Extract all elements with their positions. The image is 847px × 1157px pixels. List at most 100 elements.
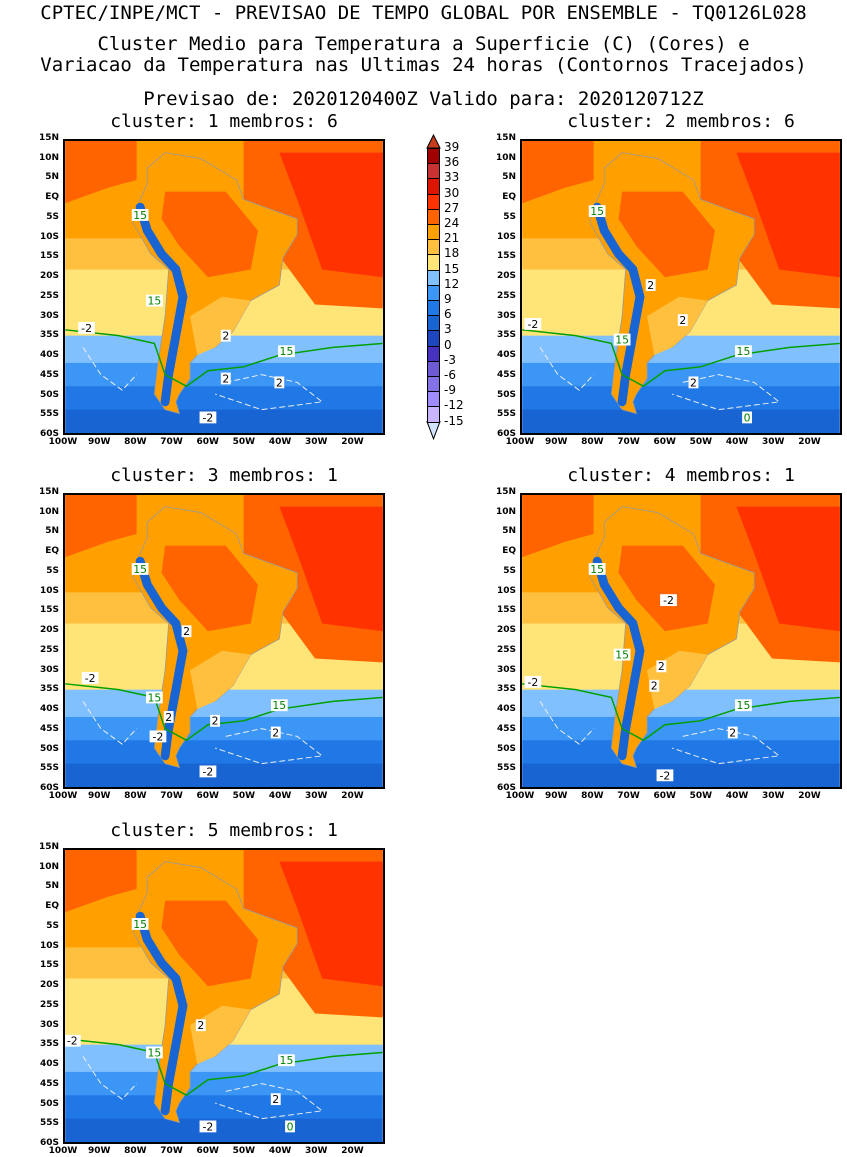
contour-label-box [199,411,217,424]
colorbar-level-label: -9 [444,383,456,398]
contour-label-box [199,1120,217,1133]
contour-label-text: 15 [272,699,286,712]
lat-tick-label: 25S [39,999,59,1010]
lat-tick-label: 60S [496,783,516,793]
contour-label-box [613,333,631,346]
contour-label: 2 [210,715,221,728]
hot-region-atlantic [736,152,840,278]
lat-tick-label: 40S [39,704,59,715]
lon-tick-label: 40W [268,791,292,801]
lon-tick-label: 90W [544,791,568,801]
contour-label-box [656,769,674,782]
contour-label-text: 0 [744,411,751,424]
contour-label-box [131,918,149,930]
contour-change-negative [539,701,594,745]
lon-tick-label: 90W [544,437,568,447]
lon-tick-label: 60W [653,791,676,801]
lat-tick-label: 40S [496,704,516,715]
contour-label-box [660,594,677,607]
temperature-map: 15 15 15 -2 2 2 2 -2 [63,139,385,435]
colorbar-swatch [427,330,440,347]
contour-label-text: 15 [133,918,147,931]
lon-tick-label: 30W [762,791,785,801]
contour-label: 15 [613,333,631,347]
andes-cold-region [135,202,188,407]
lat-tick-label: 50S [39,1098,59,1109]
contour-label-text: 15 [147,295,161,308]
lon-tick-label: 100W [505,437,535,447]
lon-tick-label: 30W [762,437,785,447]
lat-tick-label: 50S [496,743,516,754]
contour-label: 15 [146,691,163,704]
contour-label: 15 [131,918,149,931]
colorbar-under-arrow [426,421,441,441]
contour-label: -2 [199,411,217,424]
hot-region-atlantic [279,506,383,632]
lat-tick-label: EQ [45,546,59,557]
lon-tick-label: 100W [48,791,78,801]
map-panel-cluster-1: cluster: 1 membros: 6 15 15 15 -2 2 2 2 -2 15N 10N… [39,111,385,447]
contour-label-box [220,329,231,342]
contour-label-text: -2 [81,322,92,335]
hot-region-land [161,191,258,278]
contour-label-text: 2 [183,625,190,638]
lat-tick-label: 40S [496,350,516,361]
colorbar-swatch [427,345,440,362]
contour-15C [522,329,840,388]
contour-label-text: 15 [590,563,604,576]
lat-tick-label: 45S [39,723,59,734]
lon-tick-label: 80W [124,1146,147,1156]
colorbar-swatch [427,376,440,393]
contour-label-box [65,1034,81,1047]
temperature-band [65,763,383,787]
contour-label: 15 [735,345,752,358]
temperature-band [522,740,840,765]
mild-region-south [190,296,251,356]
lat-tick-label: 20S [39,625,59,636]
colorbar-level-label: 9 [444,292,452,306]
lat-tick-label: 5S [46,211,59,222]
colorbar-level-label: -3 [444,352,456,367]
temperature-band [522,716,840,742]
lon-tick-label: 50W [232,437,256,447]
contour-label-box [613,648,631,661]
lat-tick-label: 5S [46,565,59,576]
panel-title: cluster: 3 membros: 1 [110,465,338,486]
colorbar-swatch [427,208,440,225]
lat-tick-label: 5S [46,920,59,931]
temperature-band [65,716,383,742]
lon-tick-label: 20W [341,1146,364,1156]
colorbar-swatch [427,254,440,271]
contour-label: 2 [220,372,231,385]
contour-change-negative [82,1056,137,1100]
warm-region-pacific [65,850,137,913]
lat-tick-label: EQ [45,192,59,203]
lon-tick-label: 60W [196,437,219,447]
lat-tick-label: 45S [39,369,59,380]
lat-tick-label: 55S [496,763,516,774]
lat-tick-label: EQ [45,901,59,912]
panel-title: cluster: 1 membros: 6 [110,111,338,132]
colorbar-swatch [427,148,440,165]
colorbar-level-label: 33 [444,170,460,185]
contour-label-box [270,1093,281,1106]
contour-label-text: -2 [153,730,164,743]
colorbar-swatch [427,224,440,241]
colorbar-level-label: 15 [444,261,460,276]
contour-label-text: 2 [679,314,686,327]
contour-label-text: -2 [67,1035,78,1048]
contour-label-box [677,314,688,327]
lon-tick-label: 40W [725,791,749,801]
lat-tick-label: 30S [39,664,59,675]
lat-tick-label: 15S [496,251,516,262]
lat-tick-label: 20S [39,271,59,282]
lat-tick-label: 10S [39,585,59,596]
temperature-band [65,1044,383,1073]
colorbar-level-label: -12 [444,398,464,413]
colorbar-level-label: 12 [444,276,460,291]
lat-tick-label: 10S [39,940,59,951]
contour-change-negative [82,701,137,745]
lat-tick-label: 55S [39,409,59,420]
lat-tick-label: 55S [39,763,59,774]
lat-tick-label: 40S [39,1059,59,1070]
